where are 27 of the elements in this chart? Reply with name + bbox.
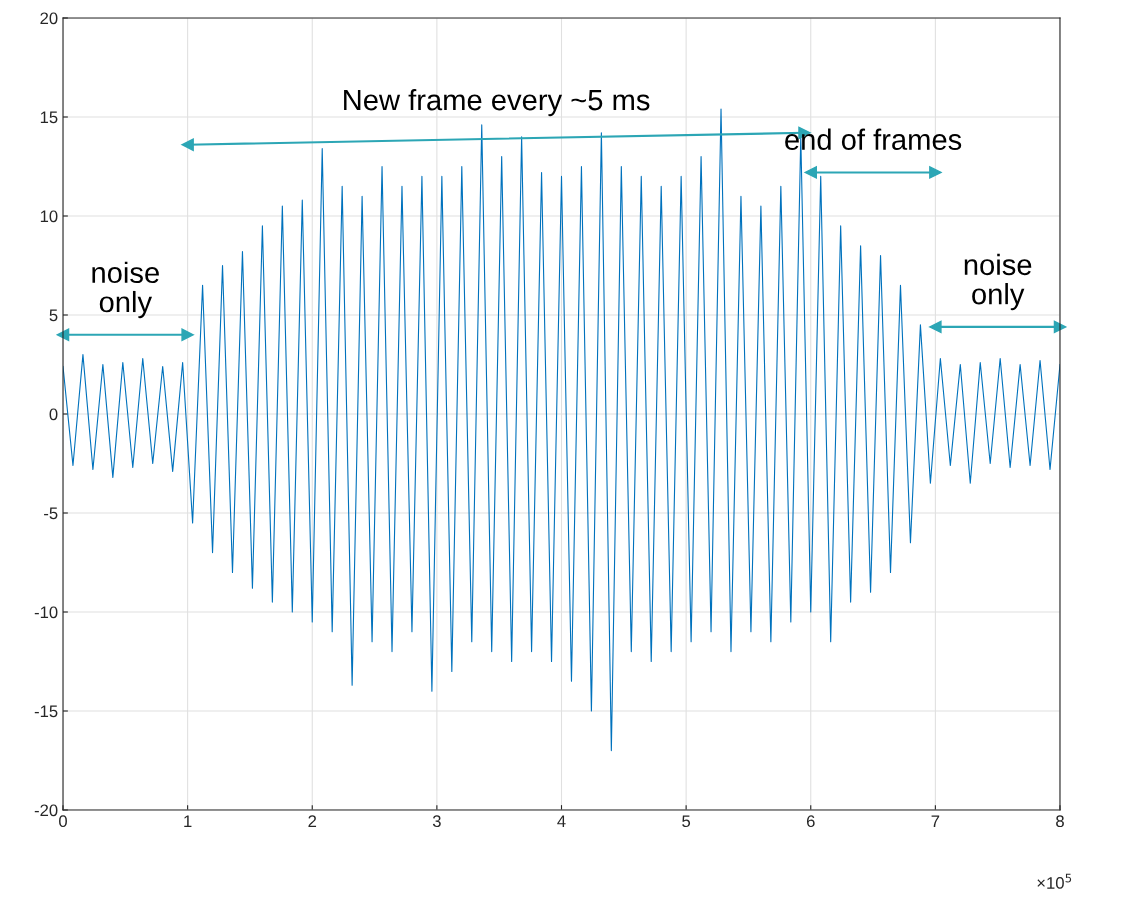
y-tick-label: 20 <box>40 12 58 25</box>
y-tick-label: -5 <box>44 507 58 520</box>
annotation: New frame every ~5 ms <box>344 89 650 117</box>
point <box>804 166 818 179</box>
x-tick-label: 5 <box>682 815 691 828</box>
x-tick-label: 2 <box>308 815 317 827</box>
point <box>929 320 942 334</box>
point <box>929 166 942 179</box>
x-tick-label: 1 <box>184 815 192 827</box>
x-tick-label: 4 <box>557 815 566 827</box>
y-tick-label: 10 <box>40 210 58 223</box>
x-tick-label: 7 <box>931 815 940 827</box>
point <box>181 328 194 342</box>
x-tick-label: 0 <box>59 815 67 828</box>
x-tick-label: 3 <box>432 815 441 828</box>
y-tick-label: 5 <box>49 309 58 322</box>
y-tick-label: 15 <box>40 111 58 124</box>
y-tick-label: -15 <box>34 705 58 718</box>
x-tick-label: 6 <box>806 815 815 828</box>
point <box>181 138 194 151</box>
y-tick-label: 0 <box>49 408 58 421</box>
y-tick-label: -10 <box>34 606 58 619</box>
text: ×10$^{5}$ <box>1037 873 1072 889</box>
x-tick-label: 8 <box>1056 815 1064 828</box>
annotation: noise only <box>964 253 1032 311</box>
y-tick-label: -20 <box>34 804 58 817</box>
annotation: noise only <box>92 261 159 319</box>
